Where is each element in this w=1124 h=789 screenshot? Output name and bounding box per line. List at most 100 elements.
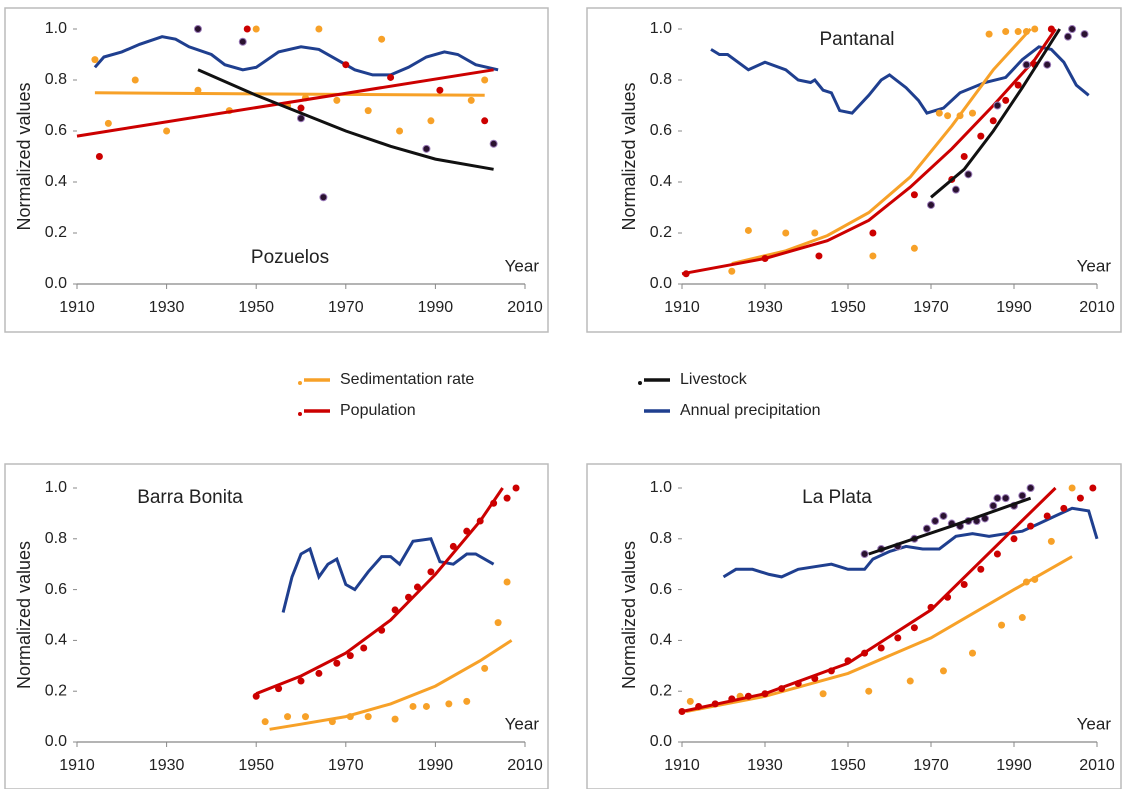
- trend-line: [731, 27, 1032, 266]
- x-tick-label: 2010: [507, 757, 543, 774]
- data-point: [939, 667, 947, 675]
- y-tick-label: 0.8: [650, 530, 672, 547]
- data-point: [503, 494, 511, 502]
- x-tick-label: 1970: [328, 757, 364, 774]
- data-point: [960, 153, 968, 160]
- data-point: [422, 702, 430, 710]
- x-tick-label: 1910: [664, 299, 700, 316]
- data-point: [315, 25, 323, 33]
- data-point: [931, 517, 940, 526]
- y-tick-label: 0.2: [45, 682, 67, 699]
- data-point: [985, 30, 993, 38]
- y-tick-label: 0.2: [650, 682, 672, 699]
- panel-frame: [4, 463, 549, 789]
- data-point: [951, 185, 960, 194]
- data-point: [865, 687, 873, 695]
- data-point: [333, 96, 341, 104]
- data-point: [944, 112, 952, 120]
- data-point: [922, 524, 931, 533]
- trend-line: [930, 28, 1061, 199]
- data-point: [1002, 28, 1010, 36]
- trend-line: [76, 68, 494, 138]
- data-point: [512, 484, 520, 492]
- x-tick-label: 1970: [913, 757, 949, 774]
- data-point: [935, 109, 943, 117]
- data-point: [1068, 25, 1077, 33]
- data-point: [869, 252, 877, 260]
- trend-line: [868, 496, 1032, 556]
- trend-line: [93, 35, 499, 77]
- data-point: [1063, 32, 1072, 41]
- data-point: [319, 193, 328, 202]
- panel-title: Barra Bonita: [137, 487, 243, 508]
- data-point: [284, 713, 292, 721]
- data-point: [1026, 484, 1035, 492]
- data-point: [877, 644, 885, 652]
- y-tick-label: 0.6: [650, 581, 672, 598]
- data-point: [131, 76, 139, 84]
- data-point: [297, 114, 305, 123]
- data-point: [494, 619, 502, 627]
- data-point: [989, 501, 998, 510]
- data-point: [969, 109, 976, 117]
- data-point: [427, 568, 435, 576]
- data-point: [467, 96, 475, 104]
- panel-frame: [586, 463, 1122, 789]
- panel-title: Pantanal: [819, 29, 894, 50]
- data-point: [481, 664, 489, 672]
- x-tick-label: 1930: [747, 757, 783, 774]
- data-point: [939, 511, 948, 520]
- data-point: [463, 697, 471, 705]
- data-point: [261, 718, 269, 726]
- y-tick-label: 0.8: [45, 530, 67, 547]
- y-tick-label: 0.4: [650, 173, 672, 190]
- y-axis-label: Normalized values: [14, 82, 34, 230]
- y-tick-label: 0.2: [650, 224, 672, 241]
- data-point: [297, 104, 305, 112]
- data-point: [396, 127, 404, 135]
- data-point: [364, 713, 372, 721]
- data-point: [1043, 60, 1052, 69]
- data-point: [1018, 614, 1026, 622]
- data-point: [686, 697, 694, 705]
- data-point: [193, 25, 202, 33]
- data-point: [1060, 504, 1068, 512]
- panel-frame: [586, 7, 1122, 333]
- data-point: [489, 139, 498, 148]
- data-point: [1047, 537, 1055, 545]
- y-tick-label: 0.6: [650, 122, 672, 139]
- x-tick-label: 1930: [747, 299, 783, 316]
- data-point: [427, 117, 435, 125]
- data-point: [969, 649, 976, 657]
- trend-line: [685, 555, 1073, 713]
- data-point: [481, 76, 489, 84]
- trend-line: [94, 91, 485, 97]
- data-point: [910, 244, 918, 252]
- y-tick-label: 0.6: [45, 581, 67, 598]
- data-point: [445, 700, 453, 708]
- trend-line: [255, 487, 504, 696]
- x-axis-label: Year: [1077, 256, 1112, 275]
- data-point: [993, 494, 1002, 503]
- y-tick-label: 0.4: [45, 173, 67, 190]
- data-point: [993, 101, 1002, 110]
- data-point: [998, 621, 1006, 629]
- legend-dot: [298, 412, 302, 416]
- data-point: [243, 25, 251, 33]
- y-tick-label: 1.0: [45, 479, 67, 496]
- data-point: [422, 144, 431, 153]
- trend-line: [722, 506, 1099, 579]
- y-tick-label: 0.6: [45, 122, 67, 139]
- x-tick-label: 1950: [830, 299, 866, 316]
- data-point: [1022, 60, 1031, 69]
- y-tick-label: 0.0: [45, 733, 67, 750]
- data-point: [906, 677, 914, 685]
- x-tick-label: 1990: [996, 757, 1032, 774]
- data-point: [409, 702, 417, 710]
- y-tick-label: 0.0: [45, 275, 67, 292]
- legend-dot: [298, 381, 302, 385]
- x-tick-label: 1990: [418, 757, 454, 774]
- y-tick-label: 0.2: [45, 224, 67, 241]
- panel-title: Pozuelos: [251, 247, 329, 268]
